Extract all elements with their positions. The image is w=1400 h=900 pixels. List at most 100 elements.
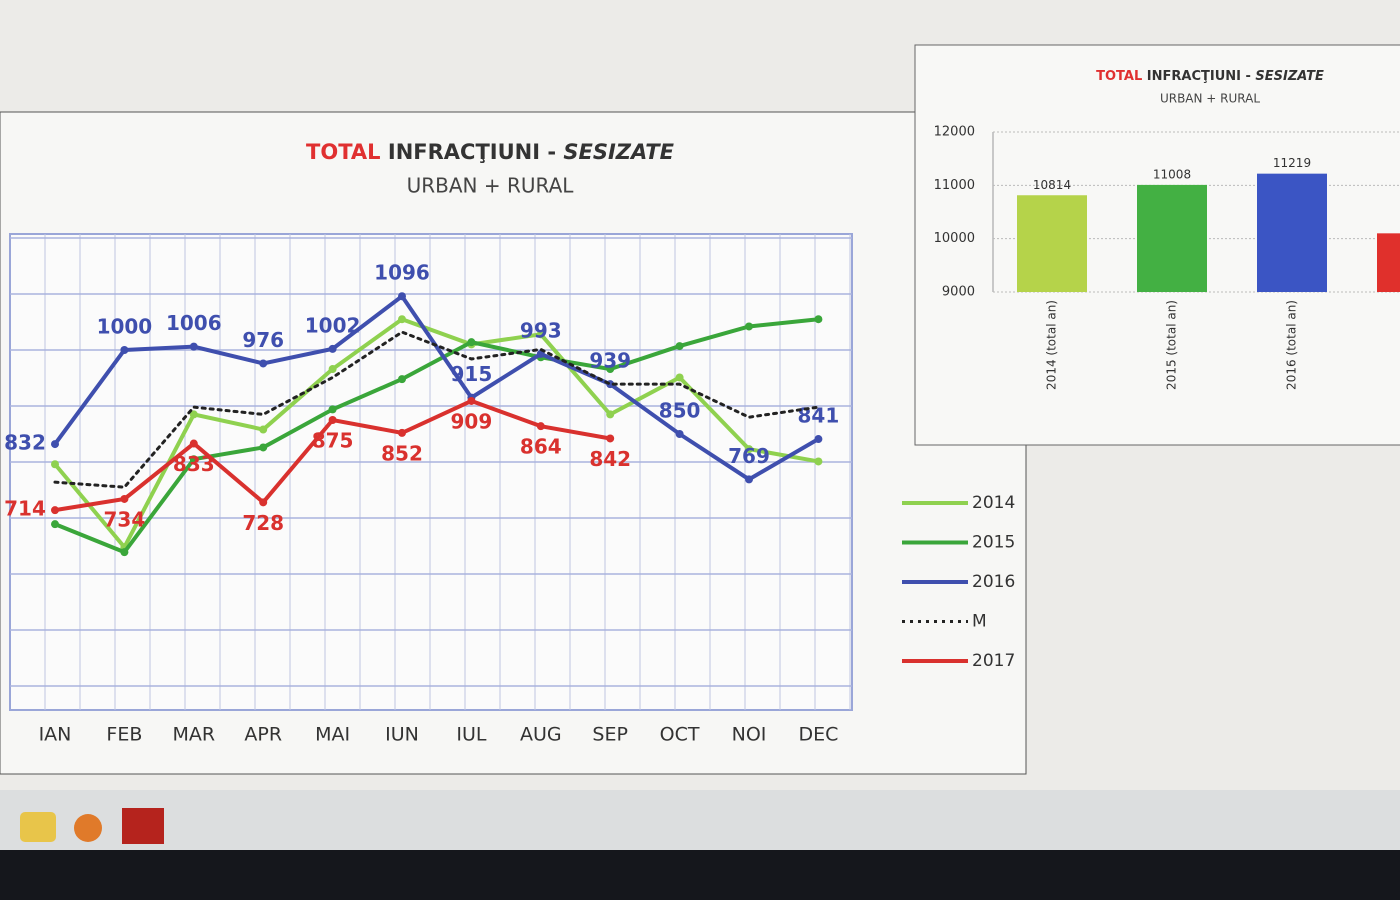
legend-label: 2015 bbox=[972, 533, 1015, 553]
legend-label: 2017 bbox=[972, 651, 1015, 671]
legend-label: M bbox=[972, 612, 987, 632]
point bbox=[189, 410, 198, 419]
point bbox=[51, 460, 59, 469]
point bbox=[328, 405, 337, 414]
bar bbox=[1257, 173, 1327, 292]
point bbox=[328, 344, 337, 353]
data-label: 909 bbox=[451, 409, 493, 433]
point bbox=[606, 434, 615, 443]
data-label: 915 bbox=[451, 362, 493, 386]
x-tick-label: IAN bbox=[39, 724, 72, 746]
chart-title: TOTAL INFRACŢIUNI - SESIZATE bbox=[306, 140, 675, 164]
title-part: SESIZATE bbox=[1255, 69, 1324, 84]
point bbox=[536, 422, 545, 431]
point bbox=[51, 506, 59, 515]
data-label: 852 bbox=[381, 441, 423, 465]
data-label: 875 bbox=[312, 429, 354, 453]
x-tick-label: IUN bbox=[385, 724, 419, 746]
chart-subtitle: URBAN + RURAL bbox=[407, 174, 575, 198]
bar bbox=[1137, 184, 1207, 292]
chart-title: TOTAL INFRACŢIUNI - SESIZATE bbox=[1096, 69, 1324, 84]
pdf-icon[interactable] bbox=[122, 808, 164, 844]
point bbox=[120, 346, 129, 354]
point bbox=[536, 330, 545, 339]
data-label: 976 bbox=[242, 328, 284, 352]
x-tick-label: 2014 (total an) bbox=[1045, 300, 1059, 390]
y-tick-label: 9000 bbox=[942, 285, 975, 300]
bar-plot: 10814 2014 (total an) 11008 2015 (total an)… bbox=[992, 131, 1400, 390]
data-label: 11219 bbox=[1273, 156, 1311, 170]
data-label: 1002 bbox=[305, 313, 361, 337]
chart-subtitle: URBAN + RURAL bbox=[1160, 92, 1260, 106]
x-tick-label: APR bbox=[244, 724, 282, 746]
x-tick-label: IUL bbox=[456, 724, 487, 746]
y-tick-label: 11000 bbox=[934, 178, 975, 193]
title-part: SESIZATE bbox=[563, 140, 674, 164]
data-label: 842 bbox=[589, 447, 631, 471]
data-label: 734 bbox=[104, 507, 146, 531]
point bbox=[259, 498, 268, 507]
x-tick-label: SEP bbox=[592, 724, 628, 746]
data-label: 1000 bbox=[97, 315, 153, 339]
x-tick-label: NOI bbox=[732, 724, 767, 746]
point bbox=[814, 435, 823, 444]
title-part: INFRACŢIUNI - bbox=[388, 140, 556, 164]
data-label: 939 bbox=[589, 349, 631, 373]
data-label: 841 bbox=[798, 404, 840, 428]
x-tick-label: 2016 (total an) bbox=[1285, 300, 1299, 390]
point bbox=[745, 322, 753, 331]
x-tick-label: DEC bbox=[798, 724, 838, 746]
x-tick-label: FEB bbox=[106, 724, 142, 746]
point bbox=[398, 315, 406, 324]
point bbox=[745, 475, 753, 484]
series-line bbox=[53, 330, 820, 489]
point bbox=[189, 439, 198, 448]
point bbox=[259, 359, 268, 368]
point bbox=[814, 457, 823, 466]
bar bbox=[1017, 195, 1087, 292]
x-tick-label: AUG bbox=[520, 724, 562, 746]
data-label: 1096 bbox=[374, 261, 430, 285]
title-part: INFRACŢIUNI - bbox=[1147, 69, 1251, 84]
data-label: 850 bbox=[659, 399, 701, 423]
point bbox=[120, 548, 129, 557]
point bbox=[467, 396, 476, 405]
x-tick-label: OCT bbox=[660, 724, 700, 746]
data-label: 833 bbox=[173, 452, 215, 476]
point bbox=[51, 440, 59, 449]
data-label: 769 bbox=[728, 444, 770, 468]
x-tick-label: MAR bbox=[173, 724, 216, 746]
point bbox=[328, 416, 337, 424]
data-label: 11008 bbox=[1153, 167, 1191, 181]
x-tick-label: MAI bbox=[315, 724, 350, 746]
point bbox=[675, 342, 684, 351]
series-line bbox=[53, 293, 820, 482]
point bbox=[606, 365, 615, 374]
point bbox=[467, 338, 476, 347]
data-label: 728 bbox=[242, 511, 284, 535]
point bbox=[120, 494, 129, 503]
point bbox=[189, 455, 198, 464]
point bbox=[259, 443, 268, 452]
folder-icon[interactable] bbox=[20, 812, 56, 842]
series-line bbox=[54, 317, 819, 555]
taskbar bbox=[0, 790, 1400, 850]
legend-label: 2016 bbox=[972, 572, 1015, 592]
point bbox=[398, 428, 406, 437]
data-label: 714 bbox=[4, 497, 46, 521]
point bbox=[189, 342, 198, 351]
point bbox=[328, 365, 337, 374]
data-label: 832 bbox=[4, 431, 46, 455]
y-tick-label: 12000 bbox=[934, 125, 975, 140]
point bbox=[398, 292, 406, 301]
bar bbox=[1377, 233, 1400, 292]
point bbox=[745, 445, 753, 454]
x-tick-label: 2015 (total an) bbox=[1165, 300, 1179, 390]
legend-label: 2014 bbox=[972, 493, 1015, 513]
data-label: 1006 bbox=[166, 311, 222, 335]
point bbox=[814, 315, 823, 324]
media-icon[interactable] bbox=[74, 814, 102, 842]
point bbox=[398, 375, 406, 384]
